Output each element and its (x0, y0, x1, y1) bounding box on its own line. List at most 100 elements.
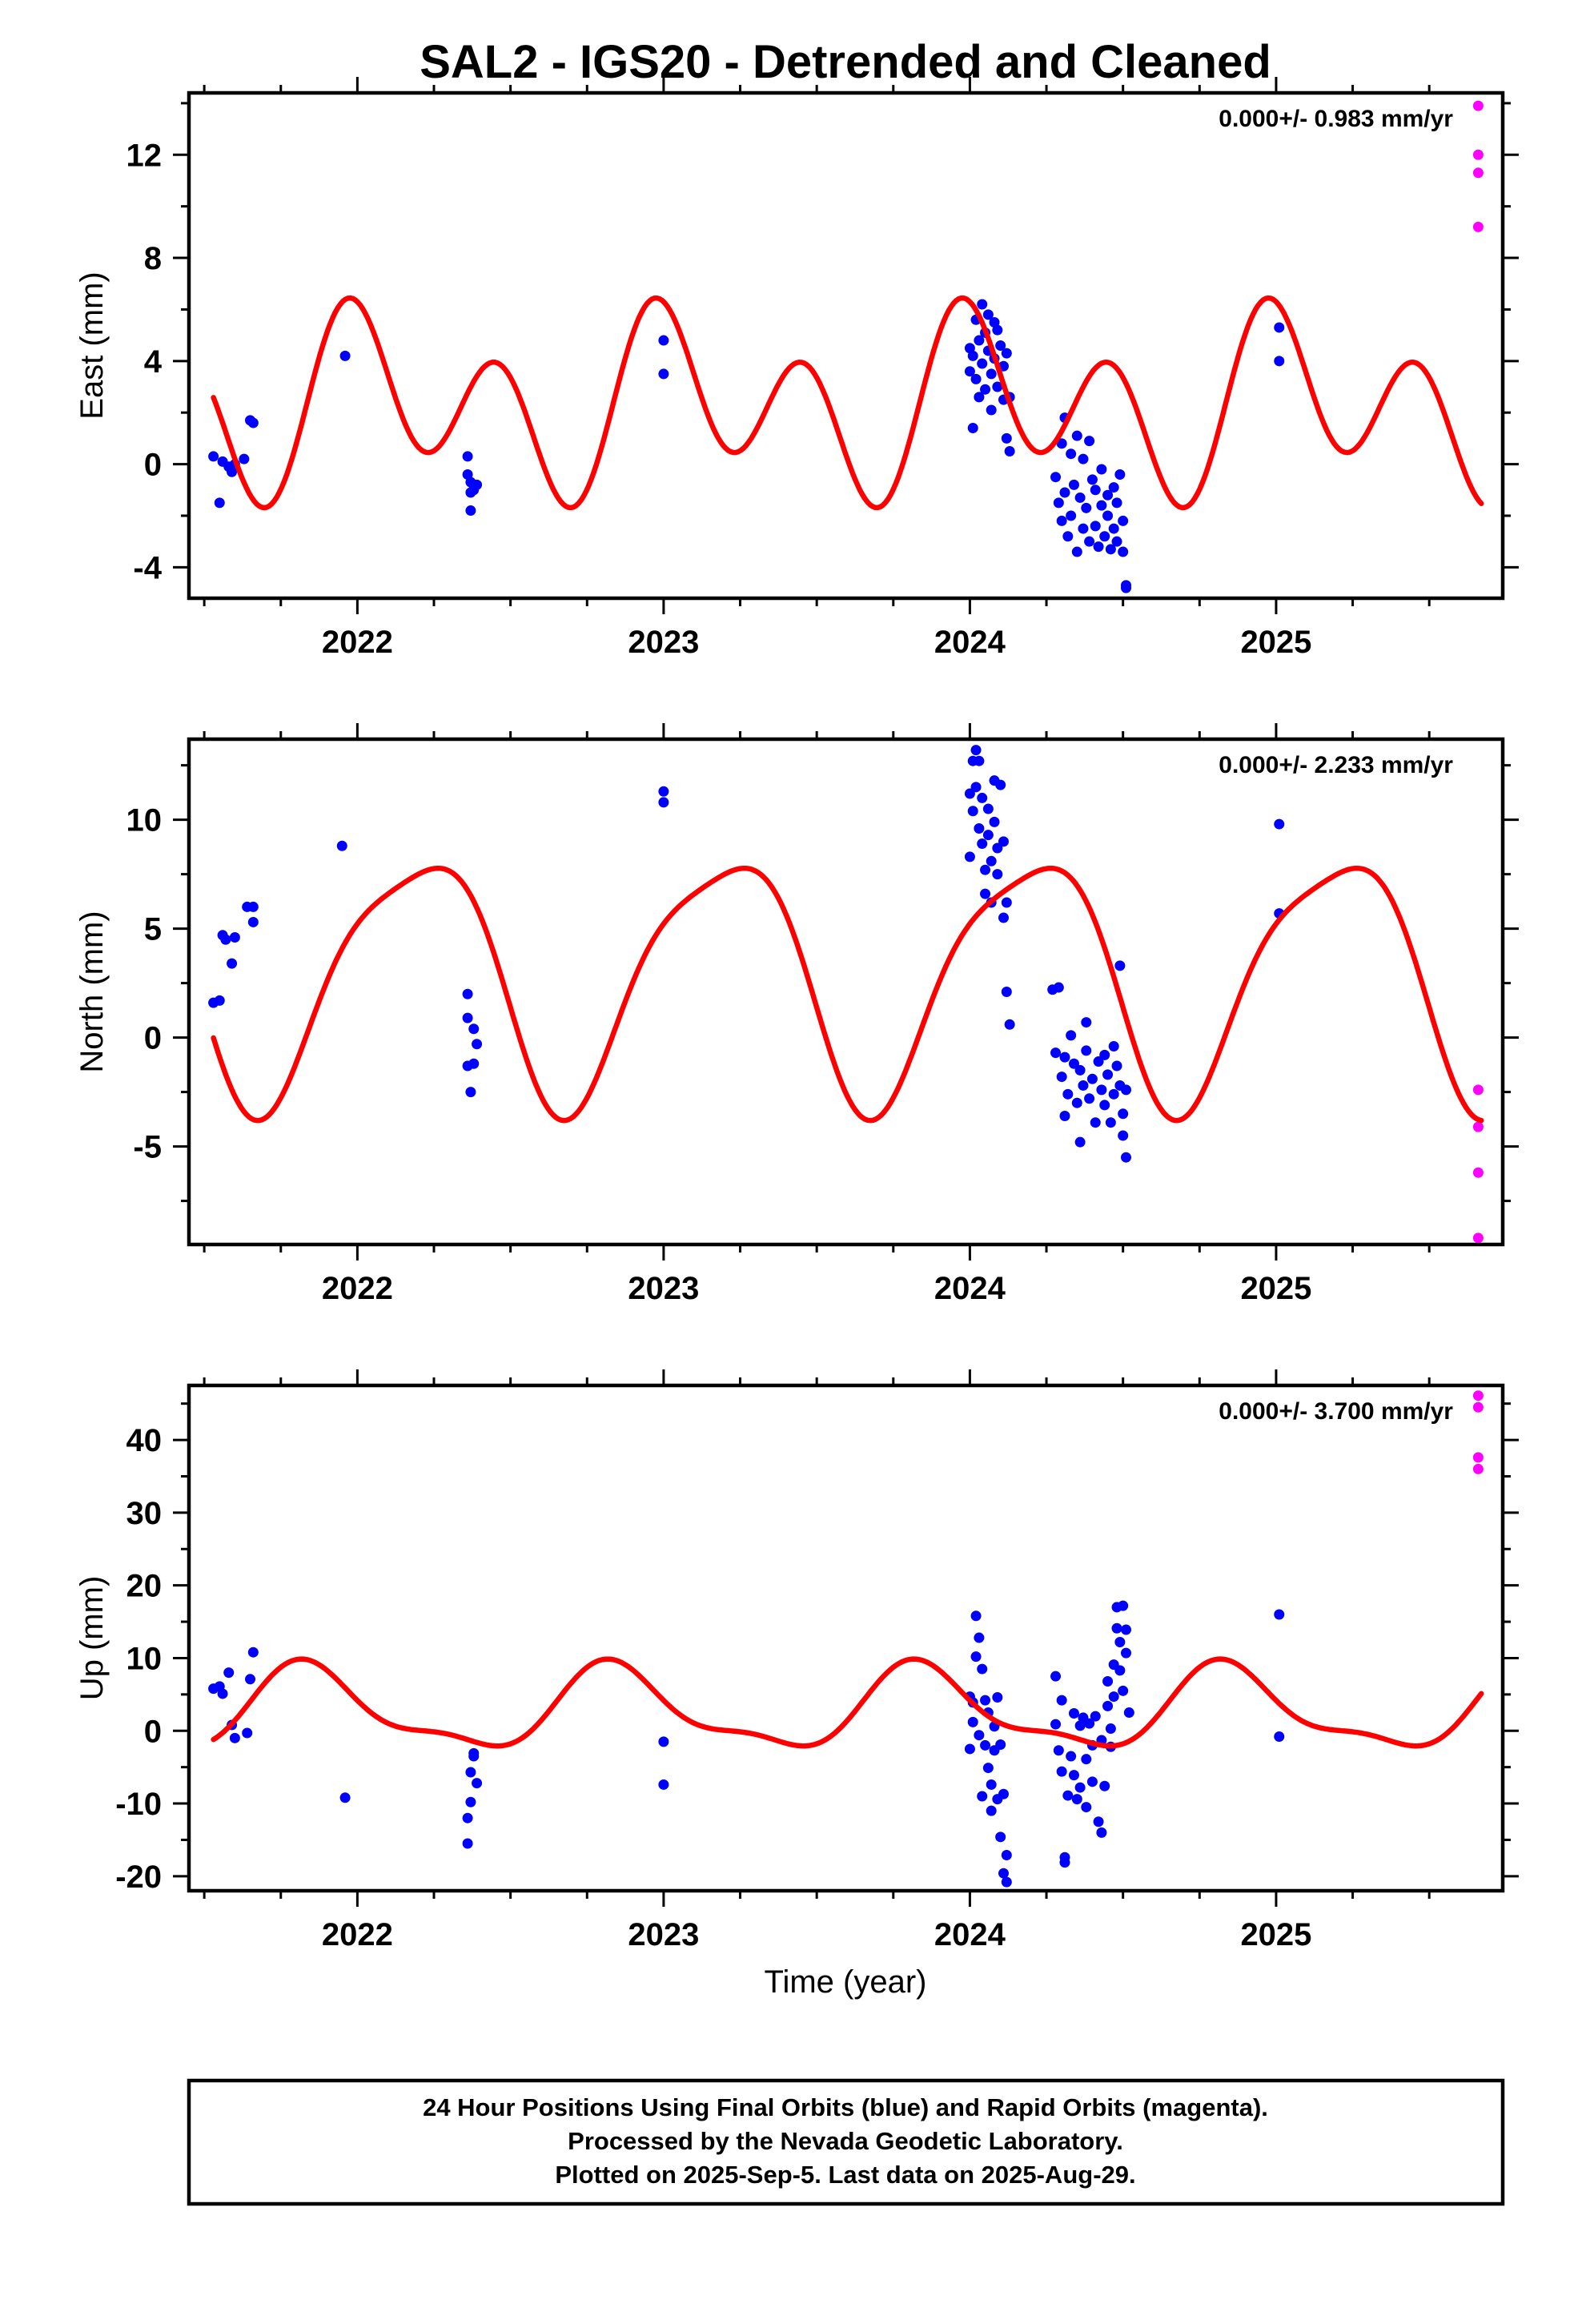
y-tick-label: -20 (115, 1860, 162, 1895)
final-orbit-point (970, 1610, 982, 1622)
final-orbit-point (992, 842, 1003, 854)
final-orbit-point (1118, 515, 1129, 526)
final-orbit-point (1108, 1088, 1119, 1100)
final-orbit-point (1086, 1776, 1098, 1787)
final-orbit-point (229, 1732, 240, 1743)
final-orbit-point (977, 1663, 988, 1675)
rapid-orbit-point (1472, 1452, 1484, 1463)
final-orbit-point (989, 816, 1000, 827)
final-orbit-point (1004, 1019, 1015, 1030)
final-orbit-point (1123, 1707, 1134, 1719)
final-orbit-point (214, 995, 225, 1006)
y-axis-label: North (mm) (74, 911, 110, 1072)
final-orbit-point (1066, 448, 1077, 460)
final-orbit-point (1099, 1049, 1110, 1060)
final-orbit-point (970, 373, 982, 384)
y-axis-label: East (mm) (74, 271, 110, 419)
x-tick-label: 2023 (628, 1917, 699, 1952)
final-orbit-point (1071, 1097, 1082, 1108)
final-orbit-point (462, 988, 473, 999)
final-orbit-point (1084, 1093, 1095, 1104)
figure-title: SAL2 - IGS20 - Detrended and Cleaned (420, 36, 1271, 88)
final-orbit-point (1105, 1117, 1116, 1128)
y-tick-label: 0 (144, 1714, 162, 1749)
final-orbit-point (1114, 468, 1126, 480)
final-orbit-point (974, 823, 985, 834)
final-orbit-point (967, 350, 978, 361)
final-orbit-point (1108, 1691, 1119, 1703)
y-tick-label: 8 (144, 241, 162, 276)
final-orbit-point (977, 838, 988, 850)
rapid-orbit-point (1472, 149, 1484, 160)
final-orbit-point (242, 1727, 253, 1739)
final-orbit-point (974, 755, 985, 766)
final-orbit-point (967, 806, 978, 817)
final-orbit-point (1121, 1624, 1132, 1635)
final-orbit-point (1068, 1707, 1079, 1719)
x-tick-label: 2025 (1240, 1271, 1311, 1306)
x-tick-label: 2025 (1240, 1917, 1311, 1952)
final-orbit-point (229, 932, 240, 943)
rapid-orbit-point (1472, 1390, 1484, 1401)
final-orbit-point (1102, 1676, 1114, 1687)
final-orbit-point (992, 324, 1003, 336)
y-tick-label: 5 (144, 912, 162, 947)
y-tick-label: -4 (133, 550, 162, 585)
x-tick-label: 2022 (322, 1917, 393, 1952)
final-orbit-point (1053, 1745, 1064, 1756)
final-orbit-point (986, 1805, 997, 1816)
y-axis-label: Up (mm) (74, 1576, 110, 1701)
final-orbit-point (1078, 453, 1089, 464)
final-orbit-point (970, 1651, 982, 1663)
final-orbit-point (220, 934, 231, 945)
rapid-orbit-point (1472, 1232, 1484, 1244)
final-orbit-point (1086, 474, 1098, 485)
final-orbit-point (992, 869, 1003, 880)
plot-frame (187, 90, 1505, 601)
final-orbit-point (1066, 1030, 1077, 1041)
final-orbit-point (1081, 1017, 1092, 1028)
final-orbit-point (982, 1763, 994, 1774)
rate-label: 0.000+/- 2.233 mm/yr (1219, 752, 1453, 778)
y-tick-label: 12 (126, 138, 163, 173)
final-orbit-point (1111, 536, 1122, 547)
final-orbit-point (1059, 487, 1070, 498)
final-orbit-point (239, 453, 250, 464)
final-orbit-point (465, 1796, 476, 1807)
data-layer (208, 745, 1484, 1244)
final-orbit-point (1059, 1111, 1070, 1122)
final-orbit-point (1102, 489, 1114, 501)
seasonal-model-curve (211, 865, 1484, 1124)
final-orbit-point (1062, 1088, 1074, 1100)
final-orbit-point (992, 1691, 1003, 1703)
x-tick-label: 2025 (1240, 625, 1311, 660)
final-orbit-point (1090, 521, 1101, 532)
plot-frame (187, 1383, 1505, 1893)
final-orbit-point (995, 1831, 1006, 1843)
final-orbit-point (214, 497, 225, 509)
final-orbit-point (223, 1667, 235, 1679)
final-orbit-point (982, 830, 994, 841)
final-orbit-point (1114, 1665, 1126, 1676)
final-orbit-point (1274, 322, 1285, 333)
east-panel: 2022 2023 2024 2025 -4 0 4 8 12 East (mm) 0.000+/-… (74, 77, 1519, 660)
seasonal-model-curve (211, 1656, 1484, 1749)
final-orbit-point (1093, 1816, 1104, 1827)
final-orbit-point (1099, 531, 1110, 542)
final-orbit-point (1004, 445, 1015, 456)
final-orbit-point (1274, 1609, 1285, 1620)
final-orbit-point (1068, 479, 1079, 490)
final-orbit-point (247, 1647, 259, 1658)
final-orbit-point (1078, 523, 1089, 534)
footer-line-2: Processed by the Nevada Geodetic Laborat… (568, 2127, 1123, 2155)
rapid-orbit-point (1472, 1084, 1484, 1096)
x-tick-label: 2022 (322, 625, 393, 660)
y-tick-label: 10 (126, 1641, 163, 1676)
final-orbit-point (1096, 1084, 1107, 1096)
x-axis-label: Time (year) (765, 1964, 927, 2000)
rapid-orbit-point (1472, 221, 1484, 232)
final-orbit-point (1074, 1136, 1086, 1148)
final-orbit-point (1108, 482, 1119, 493)
final-orbit-point (1050, 1719, 1062, 1730)
final-orbit-point (1099, 1780, 1110, 1791)
